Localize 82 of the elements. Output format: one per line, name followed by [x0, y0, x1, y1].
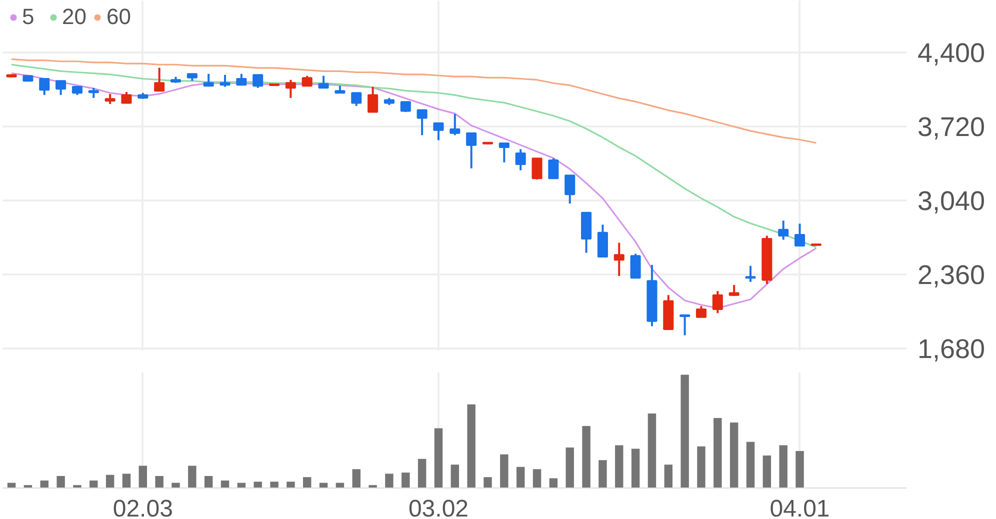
y-tick-label: 2,360: [918, 260, 986, 290]
bar: [664, 464, 672, 488]
candlestick: [498, 142, 510, 164]
bar: [122, 474, 131, 488]
candlestick: [154, 66, 165, 92]
bar: [779, 445, 788, 488]
bar: [434, 428, 443, 488]
bar: [680, 374, 689, 488]
candlestick: [302, 74, 312, 87]
bar: [385, 474, 394, 488]
bar: [254, 482, 262, 488]
candlestick: [252, 74, 264, 89]
candlestick: [433, 122, 444, 142]
bar: [615, 445, 624, 488]
candlestick: [532, 157, 542, 180]
candlestick: [712, 290, 723, 314]
bar: [188, 466, 196, 488]
candlestick: [548, 157, 559, 180]
candlestick: [794, 222, 806, 247]
candlestick: [564, 174, 576, 205]
bar: [155, 476, 164, 488]
x-tick-label: 02.03: [112, 496, 173, 519]
candlestick: [56, 80, 66, 96]
y-tick-label: 1,680: [918, 334, 986, 364]
candlestick: [351, 92, 362, 107]
line-series: [10, 64, 817, 248]
candlestick: [696, 305, 706, 318]
y-tick-label: 4,400: [918, 38, 986, 68]
candlestick: [285, 78, 296, 99]
bar: [352, 469, 360, 488]
candlestick: [778, 220, 789, 241]
bar: [746, 442, 755, 488]
line-series: [10, 58, 817, 144]
candlestick: [368, 86, 378, 114]
candlestick: [614, 242, 624, 277]
candlestick: [450, 112, 460, 136]
candlestick: [680, 314, 690, 336]
bar: [714, 418, 722, 488]
bar: [532, 469, 542, 488]
bar: [138, 466, 148, 488]
bar: [270, 482, 278, 488]
candlestick: [203, 72, 214, 87]
legend-label: 60: [106, 4, 131, 30]
candlestick: [220, 74, 230, 88]
bar: [500, 454, 508, 488]
y-tick-label: 3,720: [918, 112, 986, 142]
candlestick: [121, 90, 132, 104]
bar: [796, 450, 804, 488]
bar: [697, 446, 706, 488]
bar: [582, 426, 590, 488]
candlestick: [515, 148, 526, 172]
legend-label: 5: [22, 4, 36, 30]
candlestick: [88, 86, 99, 99]
line-series: [10, 72, 817, 309]
candlestick: [318, 74, 329, 89]
bar: [730, 422, 738, 488]
candlestick: [236, 72, 247, 86]
bar: [204, 476, 213, 488]
bar: [484, 477, 492, 488]
bar: [450, 464, 460, 488]
candlestick: [745, 264, 756, 283]
bar: [402, 472, 410, 488]
candlestick: [39, 78, 50, 96]
bar: [467, 404, 476, 488]
bar: [516, 466, 525, 488]
x-tick-label: 03.02: [408, 496, 469, 519]
bar: [56, 476, 65, 488]
bar: [631, 448, 640, 488]
bar: [286, 482, 295, 488]
candlestick: [104, 92, 116, 105]
y-tick-label: 3,040: [918, 186, 986, 216]
x-tick-label: 04.01: [770, 496, 830, 519]
candlestick: [416, 108, 428, 136]
bar: [566, 448, 574, 488]
candlestick: [466, 132, 477, 170]
bar: [648, 413, 656, 488]
bar: [598, 460, 607, 488]
legend-label: 20: [62, 4, 86, 30]
bar: [303, 477, 312, 488]
bar: [762, 456, 772, 488]
candlestick: [630, 252, 641, 279]
bar: [418, 458, 426, 488]
